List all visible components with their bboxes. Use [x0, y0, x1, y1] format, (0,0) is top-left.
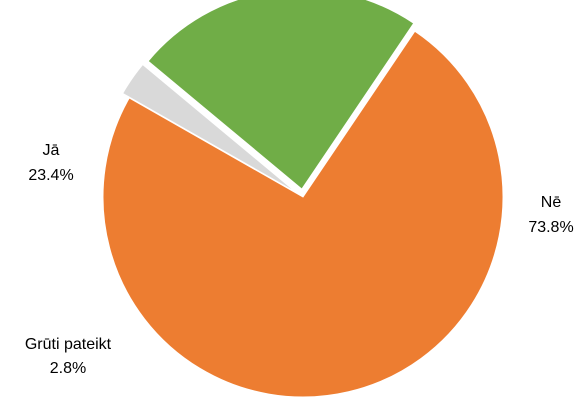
slice-value-ja: 23.4%	[28, 167, 73, 184]
slice-value-gruti-pateikt: 2.8%	[50, 360, 86, 377]
slice-value-ne: 73.8%	[528, 219, 573, 236]
slice-label-gruti-pateikt: Grūti pateikt	[25, 336, 112, 353]
pie-slice-jā	[147, 0, 415, 190]
slice-label-ja: Jā	[43, 142, 60, 159]
pie-slice-grūti-pateikt	[121, 63, 297, 193]
pie-slices	[102, 0, 504, 398]
slice-label-ne: Nē	[541, 194, 562, 211]
pie-slice-nē	[102, 30, 504, 398]
